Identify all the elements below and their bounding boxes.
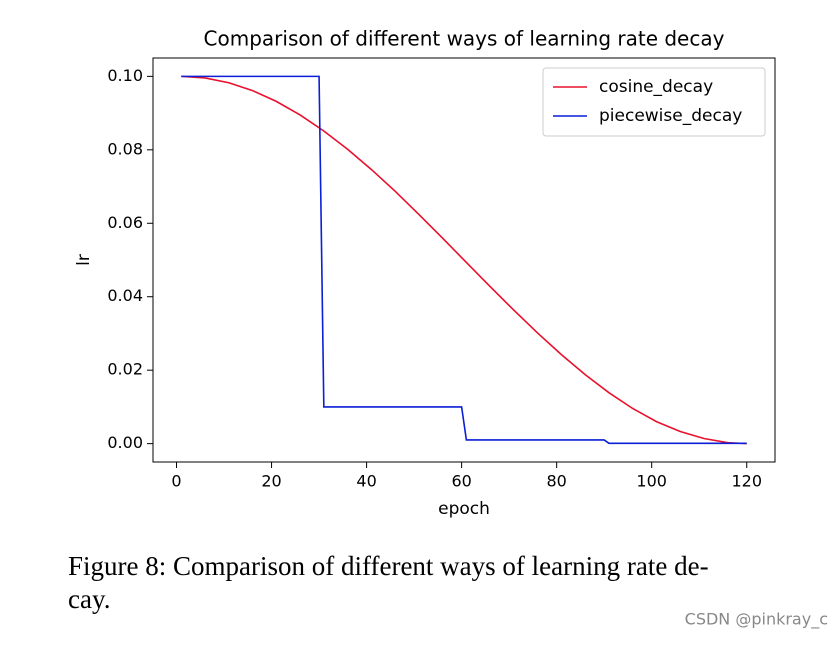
y-tick-label: 0.00 xyxy=(107,433,143,452)
x-tick-label: 60 xyxy=(451,472,471,491)
x-tick-label: 80 xyxy=(546,472,566,491)
x-tick-label: 20 xyxy=(261,472,281,491)
line-series xyxy=(181,75,747,445)
caption-line: Figure 8: Comparison of different ways o… xyxy=(68,551,709,581)
watermark: CSDN @pinkray_c xyxy=(685,610,828,630)
legend-box xyxy=(542,67,766,137)
x-tick-label: 0 xyxy=(171,472,181,491)
y-tick-label: 0.06 xyxy=(107,213,143,232)
y-tick-label: 0.02 xyxy=(107,360,143,379)
x-tick-label: 100 xyxy=(636,472,667,491)
plot-frame xyxy=(152,57,776,463)
x-axis-label: epoch xyxy=(438,499,490,519)
line-series xyxy=(181,75,747,445)
y-tick-label: 0.10 xyxy=(107,66,143,85)
legend-label: cosine_decay xyxy=(599,77,713,97)
y-tick-label: 0.08 xyxy=(107,139,143,158)
y-tick-label: 0.04 xyxy=(107,286,143,305)
x-tick-label: 40 xyxy=(356,472,376,491)
chart-title: Comparison of different ways of learning… xyxy=(204,27,725,51)
legend-label: piecewise_decay xyxy=(599,106,742,126)
y-axis-label: lr xyxy=(74,254,94,266)
caption-line: cay. xyxy=(68,584,110,614)
x-tick-label: 120 xyxy=(731,472,762,491)
